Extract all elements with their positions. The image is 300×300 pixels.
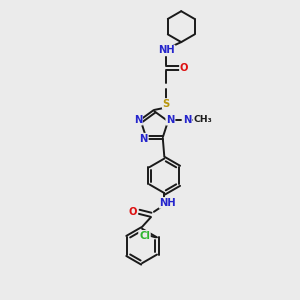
Text: N: N <box>183 115 191 125</box>
Text: N: N <box>134 115 142 125</box>
Text: Cl: Cl <box>139 231 150 241</box>
Text: O: O <box>129 207 137 217</box>
Text: S: S <box>163 99 170 109</box>
Text: NH: NH <box>158 45 175 56</box>
Text: N: N <box>140 134 148 144</box>
Text: NH: NH <box>160 198 176 208</box>
Text: CH₃: CH₃ <box>194 115 212 124</box>
Text: O: O <box>180 63 188 73</box>
Text: N: N <box>166 115 175 125</box>
